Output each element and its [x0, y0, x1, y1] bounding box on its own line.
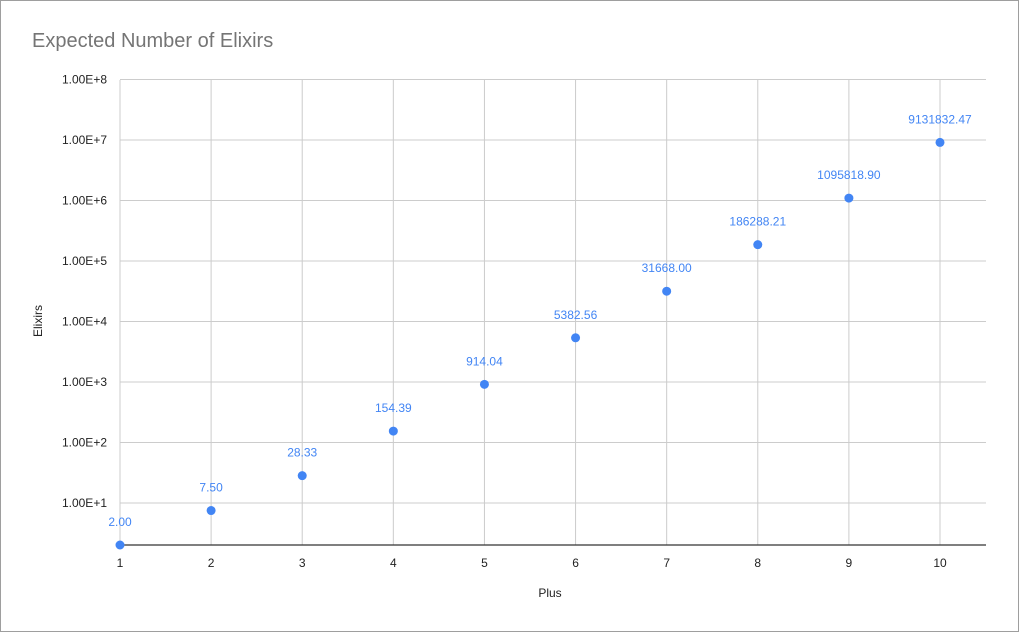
x-tick-label: 2: [208, 556, 215, 570]
x-tick-labels: 1 2 3 4 5 6 7 8 9 10: [117, 556, 947, 570]
y-tick-label: 1.00E+4: [62, 315, 107, 329]
x-axis-title: Plus: [538, 586, 561, 600]
y-tick-label: 1.00E+2: [62, 436, 107, 450]
y-tick-label: 1.00E+8: [62, 73, 107, 87]
y-tick-label: 1.00E+7: [62, 133, 107, 147]
x-tick-label: 9: [846, 556, 853, 570]
chart-title: Expected Number of Elixirs: [32, 30, 274, 52]
grid-lines: [119, 79, 986, 545]
data-point: [115, 540, 125, 550]
data-label: 28.33: [287, 446, 317, 460]
data-point: [206, 506, 216, 516]
y-tick-labels: 1.00E+1 1.00E+2 1.00E+3 1.00E+4 1.00E+5 1.00E…: [62, 73, 107, 511]
y-tick-label: 1.00E+3: [62, 375, 107, 389]
data-point: [479, 379, 489, 389]
data-label: 186288.21: [729, 215, 786, 229]
y-tick-label: 1.00E+6: [62, 194, 107, 208]
data-point: [571, 333, 581, 343]
x-tick-label: 6: [572, 556, 579, 570]
data-point: [297, 471, 307, 481]
data-point: [662, 286, 672, 296]
y-tick-label: 1.00E+1: [62, 496, 107, 510]
data-label: 914.04: [466, 354, 503, 368]
x-tick-label: 4: [390, 556, 397, 570]
data-point: [388, 426, 398, 436]
x-tick-label: 8: [754, 556, 761, 570]
x-tick-label: 3: [299, 556, 306, 570]
data-point: [844, 193, 854, 203]
data-label: 9131832.47: [908, 112, 972, 126]
data-label: 1095818.90: [817, 168, 881, 182]
x-tick-label: 1: [117, 556, 124, 570]
data-points: [115, 137, 945, 550]
data-label: 5382.56: [554, 308, 598, 322]
y-tick-label: 1.00E+5: [62, 254, 107, 268]
data-label: 2.00: [108, 515, 132, 529]
y-axis-title: Elixirs: [31, 305, 45, 337]
data-label: 7.50: [199, 481, 223, 495]
data-point: [753, 240, 763, 250]
data-point: [935, 137, 945, 147]
data-labels: 2.00 7.50 28.33 154.39 914.04 5382.56 31668.00…: [108, 112, 972, 529]
data-label: 31668.00: [642, 261, 692, 275]
x-tick-label: 5: [481, 556, 488, 570]
data-label: 154.39: [375, 401, 412, 415]
x-tick-label: 10: [933, 556, 947, 570]
x-tick-label: 7: [663, 556, 670, 570]
